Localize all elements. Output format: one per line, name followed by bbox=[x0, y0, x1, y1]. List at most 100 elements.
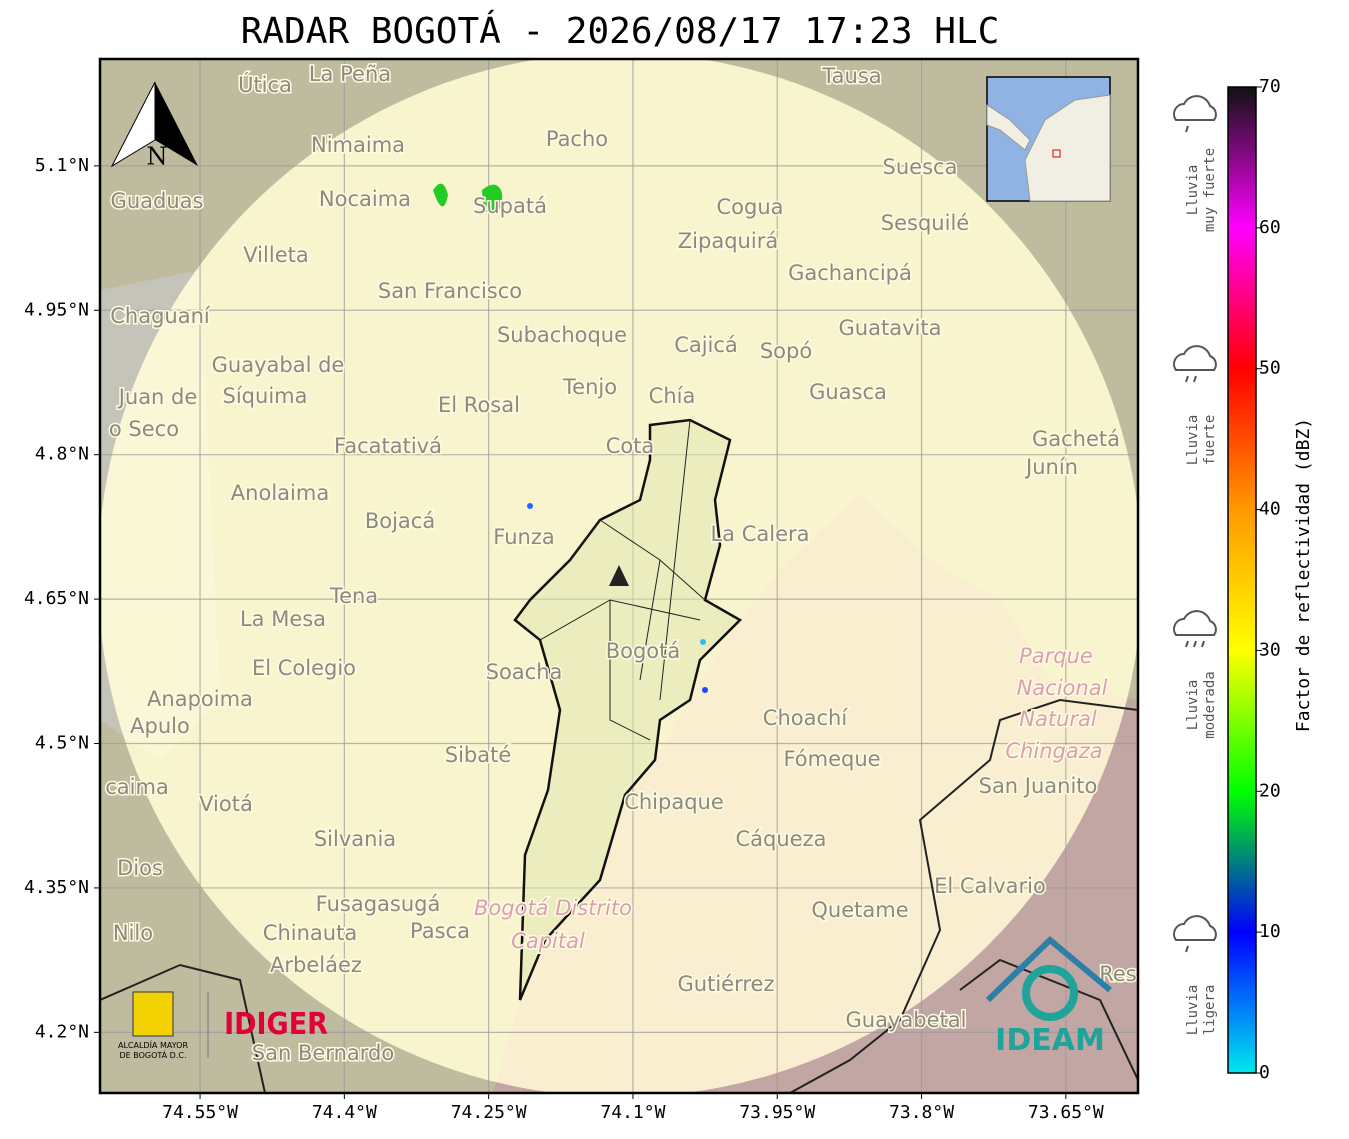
rain-drop bbox=[1185, 375, 1189, 383]
place-label: Cáqueza bbox=[736, 827, 827, 851]
logo-text: ALCALDÍA MAYOR bbox=[118, 1039, 188, 1050]
place-label: Funza bbox=[493, 525, 554, 549]
place-label: Juan de bbox=[117, 385, 198, 409]
bogota-shield bbox=[132, 991, 174, 1037]
y-tick-label: 4.95°N bbox=[24, 299, 89, 320]
north-arrow bbox=[155, 82, 198, 166]
colorbar-tick-label: 10 bbox=[1259, 921, 1281, 942]
place-label: Cajicá bbox=[674, 333, 738, 357]
department-boundary bbox=[100, 698, 1138, 1093]
place-label: Gutiérrez bbox=[678, 972, 775, 996]
idiger-logo: IDIGER bbox=[224, 1007, 328, 1042]
place-label: Guayabal de bbox=[212, 353, 345, 377]
place-label: Sopó bbox=[760, 339, 812, 363]
place-label: Guatavita bbox=[839, 316, 942, 340]
rain-icon bbox=[1173, 95, 1217, 121]
y-tick-label: 4.35°N bbox=[24, 877, 89, 898]
ideam-swirl bbox=[1022, 965, 1078, 1021]
place-label: Bogotá bbox=[606, 639, 681, 663]
colorbar-tick-label: 70 bbox=[1259, 76, 1281, 97]
place-label: Chía bbox=[649, 384, 696, 408]
place-label: Chingaza bbox=[1005, 739, 1102, 763]
place-label: Gachancipá bbox=[788, 261, 912, 285]
colorbar-tick-label: 30 bbox=[1259, 639, 1281, 660]
ideam-logo: IDEAM bbox=[995, 1023, 1105, 1058]
place-label: Sibaté bbox=[445, 743, 512, 767]
rain-drop bbox=[1193, 640, 1197, 648]
colorbar-label: Factor de reflectividad (dBZ) bbox=[1293, 418, 1314, 732]
rain-label: Lluvia bbox=[1185, 680, 1201, 731]
rain-label: ligera bbox=[1202, 985, 1218, 1036]
place-label: Apulo bbox=[130, 714, 190, 738]
colorbar-tick-label: 50 bbox=[1259, 358, 1281, 379]
place-label: Nacional bbox=[1017, 676, 1108, 700]
place-label: Chipaque bbox=[624, 790, 724, 814]
radar-echo bbox=[433, 183, 503, 213]
y-tick-label: 5.1°N bbox=[35, 155, 89, 176]
place-label: Villeta bbox=[243, 243, 308, 267]
place-label: Choachí bbox=[763, 706, 849, 730]
radar-echo bbox=[702, 687, 708, 693]
radar-echo bbox=[527, 503, 533, 509]
x-tick-label: 74.55°W bbox=[162, 1102, 238, 1123]
place-label: San Juanito bbox=[979, 774, 1098, 798]
y-tick-label: 4.65°N bbox=[24, 588, 89, 609]
rain-drop bbox=[1185, 125, 1189, 133]
place-label: Pasca bbox=[410, 919, 470, 943]
rain-icon bbox=[1173, 345, 1217, 371]
localities bbox=[539, 419, 706, 741]
rain-drop bbox=[1193, 375, 1197, 383]
place-label: Zipaquirá bbox=[678, 229, 778, 253]
place-label: Anapoima bbox=[147, 687, 253, 711]
x-tick-label: 73.8°W bbox=[889, 1102, 954, 1123]
map-frame bbox=[98, 57, 1140, 1095]
place-label: Nocaima bbox=[319, 187, 411, 211]
place-label: Parque bbox=[1019, 644, 1093, 668]
ideam-roof bbox=[985, 935, 1112, 1003]
rain-drop bbox=[1201, 640, 1205, 648]
place-label: Cota bbox=[606, 434, 655, 458]
place-label: Arbeláez bbox=[270, 953, 362, 977]
place-label: Anolaima bbox=[231, 481, 329, 505]
rain-label: moderada bbox=[1202, 671, 1218, 738]
rain-label: muy fuerte bbox=[1202, 148, 1218, 232]
rain-label: Lluvia bbox=[1185, 985, 1201, 1036]
place-label: Natural bbox=[1019, 707, 1097, 731]
place-label: o Seco bbox=[109, 417, 179, 441]
y-tick-label: 4.5°N bbox=[35, 733, 89, 754]
rain-icon bbox=[1173, 610, 1217, 636]
place-label: Útica bbox=[238, 72, 292, 97]
place-label: El Colegio bbox=[252, 656, 356, 680]
place-label: Viotá bbox=[199, 792, 253, 816]
x-tick-label: 74.4°W bbox=[312, 1102, 377, 1123]
place-label: Bojacá bbox=[365, 509, 435, 533]
radar-site bbox=[609, 565, 629, 586]
place-label: Res bbox=[1099, 962, 1137, 986]
x-tick-label: 74.25°W bbox=[451, 1102, 527, 1123]
map: La Peña Útica Tausa Pacho Nimaima Suesca Guadu… bbox=[100, 59, 1138, 1093]
place-label: La Calera bbox=[710, 522, 809, 546]
north-label: N bbox=[147, 143, 168, 171]
place-label: El Calvario bbox=[934, 874, 1046, 898]
place-label: Suesca bbox=[883, 155, 958, 179]
rain-label: Lluvia bbox=[1185, 165, 1201, 216]
place-label: Supatá bbox=[473, 194, 547, 218]
place-label: caima bbox=[105, 775, 169, 799]
place-label: Nilo bbox=[113, 921, 153, 945]
colorbar-tick-label: 0 bbox=[1259, 1062, 1270, 1083]
place-label: Capital bbox=[511, 929, 585, 953]
place-label: Subachoque bbox=[497, 323, 627, 347]
place-label: Sesquilé bbox=[881, 211, 969, 235]
rain-drop bbox=[1185, 945, 1189, 953]
rain-drop bbox=[1185, 640, 1189, 648]
place-label: Silvania bbox=[314, 827, 396, 851]
colorbar-tick-label: 40 bbox=[1259, 499, 1281, 520]
inset-box bbox=[1052, 149, 1061, 158]
x-tick-label: 73.65°W bbox=[1028, 1102, 1104, 1123]
place-label: Guaduas bbox=[111, 189, 204, 213]
place-label: Síquima bbox=[223, 384, 308, 408]
place-label: Facatativá bbox=[334, 434, 442, 458]
place-label: Chaguaní bbox=[110, 304, 211, 328]
place-label: San Francisco bbox=[378, 279, 522, 303]
